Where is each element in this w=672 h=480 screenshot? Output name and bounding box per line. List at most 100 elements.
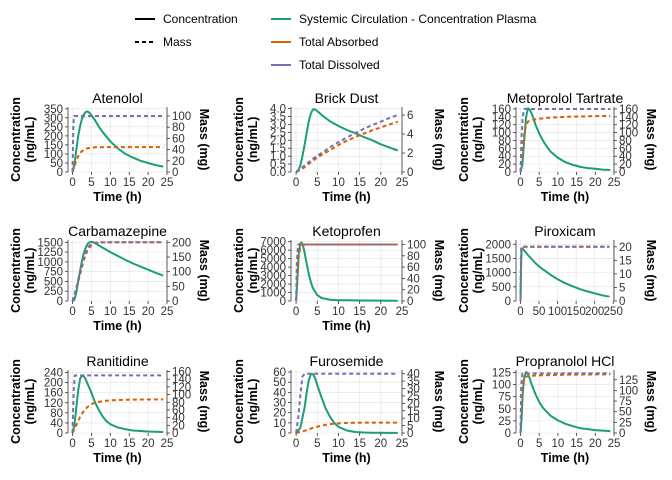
y2-tick-label: 120: [172, 382, 191, 394]
x-axis-label: Time (h): [93, 319, 141, 333]
series-line-total-absorbed: [295, 421, 398, 434]
series-line-total-dissolved: [519, 245, 610, 302]
x-tick-label: 0: [69, 177, 75, 189]
y-tick-label: 0: [505, 296, 511, 308]
x-tick-label: 20: [374, 306, 387, 318]
series-line-systemic-circulation-concentration-plasma: [71, 110, 164, 173]
y2-tick-label: 0: [619, 167, 625, 179]
series-line-systemic-circulation-concentration-plasma: [519, 247, 610, 302]
y-tick-label: 1000: [485, 268, 511, 280]
y2-tick-label: 2: [407, 148, 413, 160]
y-tick-label: 6000: [260, 245, 286, 257]
x-tick-label: 20: [142, 438, 155, 450]
x-tick-label: 25: [396, 177, 409, 189]
series-line-systemic-circulation-concentration-plasma: [295, 108, 399, 173]
y-tick-label: 1250: [37, 247, 63, 259]
y2-tick-label: 50: [619, 407, 632, 419]
y2-tick-label: 35: [407, 376, 420, 388]
y-tick-label: 160: [44, 388, 63, 400]
y-axis-label: Concentration(ng/mL): [457, 228, 485, 313]
x-tick-label: 15: [123, 306, 136, 318]
x-axis-label: Time (h): [322, 319, 370, 333]
y-tick-label: 120: [44, 398, 63, 410]
y-tick-label: 40: [498, 151, 511, 163]
x-tick-label: 0: [69, 438, 75, 450]
y-tick-label: 120: [492, 120, 511, 132]
y-axis-label-line: Concentration: [232, 228, 246, 313]
x-tick-label: 25: [396, 306, 409, 318]
series-line-systemic-circulation-concentration-plasma: [519, 370, 611, 434]
y-tick-label: 750: [44, 267, 63, 279]
y-tick-label: 30: [273, 398, 286, 410]
y2-tick-label: 40: [172, 145, 185, 157]
y-tick-label: 250: [44, 122, 63, 134]
y-tick-label: 20: [498, 159, 511, 171]
x-tick-label: 15: [353, 177, 366, 189]
y2-tick-label: 100: [172, 390, 191, 402]
x-tick-label: 0: [293, 306, 299, 318]
y-axis-label-line: (ng/mL): [471, 248, 485, 294]
y-axis-label-line: Concentration: [457, 228, 471, 313]
y-axis-label-line: (ng/mL): [246, 248, 260, 294]
x-tick-label: 10: [104, 177, 117, 189]
series-line-systemic-circulation-concentration-plasma: [71, 374, 164, 434]
y2-tick-label: 4: [407, 129, 414, 141]
y-tick-label: 160: [492, 104, 511, 116]
y2-tick-label: 75: [619, 396, 632, 408]
y-tick-label: 2000: [485, 239, 511, 251]
y2-tick-label: 60: [407, 262, 420, 274]
y-axis-label-line: (ng/mL): [246, 117, 260, 163]
y-axis-label: Concentration(ng/mL): [457, 97, 485, 182]
y-tick-label: 200: [44, 378, 63, 390]
chart-panel-7: 0 5 10 15 20 25040801201602002400204060801001…: [9, 353, 211, 465]
y2-tick-label: 0: [172, 167, 178, 179]
y2-tick-label: 140: [619, 112, 638, 124]
y-tick-label: 7000: [260, 237, 286, 249]
y-tick-label: 4000: [260, 262, 286, 274]
y-tick-label: 0: [57, 296, 63, 308]
y2-tick-label: 160: [619, 104, 638, 116]
y2-tick-label: 6: [407, 110, 413, 122]
y-tick-label: 0: [505, 428, 511, 440]
y-tick-label: 1500: [485, 253, 511, 265]
x-tick-label: 10: [332, 306, 345, 318]
y-tick-label: 40: [273, 387, 286, 399]
y2-tick-label: 80: [172, 397, 185, 409]
y2-axis-label: Mass (mg): [197, 109, 211, 171]
series-line-total-dissolved: [71, 374, 164, 434]
y-tick-label: 0: [57, 428, 63, 440]
x-tick-label: 5: [536, 438, 542, 450]
y2-tick-label: 150: [172, 252, 191, 264]
x-tick-label: 5: [314, 306, 320, 318]
x-tick-label: 15: [123, 438, 136, 450]
x-tick-label: 150: [567, 306, 586, 318]
y-axis-label-line: (ng/mL): [471, 117, 485, 163]
chart-panel-1: 0 5 10 15 20 25050100150200250300350020406080…: [9, 90, 211, 204]
x-axis-label: Time (h): [541, 190, 589, 204]
y2-tick-label: 0: [172, 428, 178, 440]
x-tick-label: 10: [104, 438, 117, 450]
y-tick-label: 100: [492, 380, 511, 392]
y2-tick-label: 30: [407, 384, 420, 396]
y-tick-label: 2.0: [270, 135, 286, 147]
y2-tick-label: 5: [407, 421, 413, 433]
x-tick-label: 0: [517, 177, 523, 189]
y-axis-label-line: (ng/mL): [23, 248, 37, 294]
y2-tick-label: 80: [172, 122, 185, 134]
series-line-total-dissolved: [519, 108, 611, 173]
y2-axis-label: Mass (mg): [197, 371, 211, 433]
legend-label-total-dissolved: Total Dissolved: [299, 58, 380, 72]
x-tick-label: 50: [533, 306, 546, 318]
legend-label-concentration: Concentration: [163, 12, 238, 26]
panels: 0 5 10 15 20 25050100150200250300350020406080…: [9, 90, 658, 465]
y-tick-label: 20: [273, 408, 286, 420]
y2-tick-label: 60: [172, 133, 185, 145]
y-tick-label: 0.0: [270, 167, 286, 179]
x-axis-label: Time (h): [541, 451, 589, 465]
x-tick-label: 15: [570, 438, 583, 450]
x-tick-label: 20: [142, 306, 155, 318]
y2-tick-label: 20: [619, 242, 632, 254]
series-line-total-dissolved: [295, 243, 398, 302]
series-line-total-absorbed: [295, 120, 399, 173]
x-tick-label: 0: [293, 438, 299, 450]
